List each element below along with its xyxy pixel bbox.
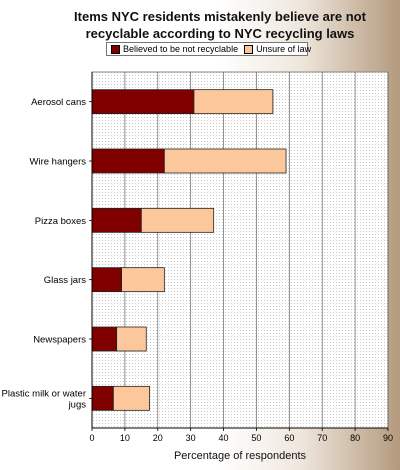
- x-tick-label: 90: [383, 433, 393, 443]
- category-label: Pizza boxes: [35, 216, 86, 227]
- category-label: Wire hangers: [30, 157, 87, 168]
- plot-area: [91, 71, 389, 429]
- legend-swatch-believed: [111, 44, 120, 54]
- legend-swatch-unsure: [244, 44, 254, 54]
- x-tick-label: 70: [317, 433, 327, 443]
- x-tick-label: 60: [284, 433, 294, 443]
- legend-label-believed: Believed to be not recyclable: [123, 44, 239, 54]
- chart-legend: Believed to be not recyclable Unsure of …: [106, 42, 311, 56]
- bar-segment-unsure: [163, 148, 287, 174]
- gridlines: [124, 72, 389, 428]
- bar-segment-believed: [91, 207, 142, 233]
- x-tick-label: 20: [153, 433, 163, 443]
- category-label: Aerosol cans: [31, 97, 86, 108]
- bars: [91, 89, 287, 411]
- x-axis-ticks: 0 10 20 30 40 50 60 70 80 90: [89, 101, 393, 443]
- axes: [91, 72, 388, 429]
- bar-segment-unsure: [116, 326, 147, 352]
- bar-segment-unsure: [112, 385, 150, 411]
- bar-segment-believed: [91, 326, 118, 352]
- category-label: jugs: [68, 399, 87, 410]
- x-tick-label: 0: [89, 433, 94, 443]
- x-tick-label: 10: [120, 433, 130, 443]
- bar-segment-unsure: [140, 207, 215, 233]
- x-tick-label: 50: [251, 433, 261, 443]
- category-label: Glass jars: [44, 275, 86, 286]
- legend-label-unsure: Unsure of law: [256, 44, 312, 54]
- legend-item-unsure: Unsure of law: [244, 43, 311, 55]
- bar-segment-believed: [91, 148, 165, 174]
- x-tick-label: 40: [219, 433, 229, 443]
- category-label: Newspapers: [33, 335, 86, 346]
- bar-segment-believed: [91, 89, 195, 115]
- bar-segment-unsure: [121, 267, 165, 293]
- category-labels: Aerosol cans Wire hangers Pizza boxes Glass…: [2, 97, 87, 410]
- bar-segment-believed: [91, 267, 123, 293]
- x-tick-label: 80: [350, 433, 360, 443]
- chart-title: Items NYC residents mistakenly believe a…: [74, 9, 366, 41]
- category-label: Plastic milk or water: [2, 388, 86, 399]
- x-tick-label: 30: [186, 433, 196, 443]
- x-axis-label: Percentage of respondents: [173, 450, 307, 462]
- bar-segment-unsure: [193, 89, 274, 115]
- bar-segment-believed: [91, 385, 114, 411]
- legend-item-believed: Believed to be not recyclable: [111, 43, 238, 55]
